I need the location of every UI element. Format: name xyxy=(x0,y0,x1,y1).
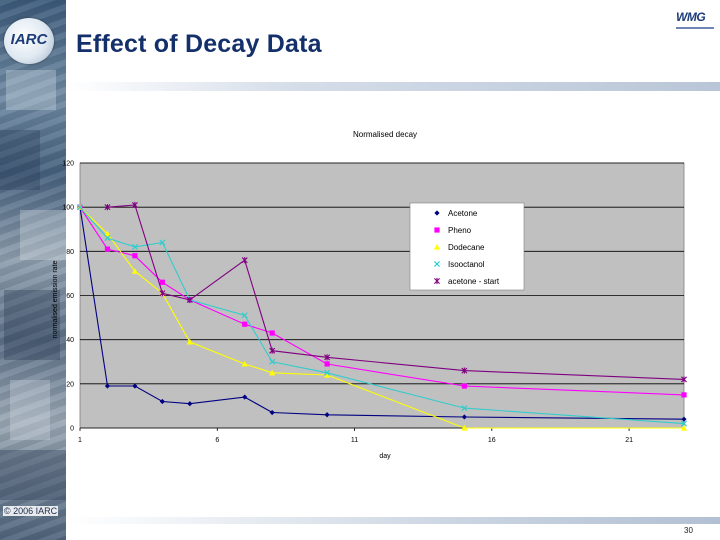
background-photo-strip xyxy=(0,0,66,540)
y-tick-label: 120 xyxy=(62,161,74,168)
data-point xyxy=(104,246,111,252)
series-line xyxy=(79,206,684,429)
y-tick-label: 20 xyxy=(66,381,74,388)
data-point xyxy=(269,409,275,416)
slide-title: Effect of Decay Data xyxy=(76,30,322,58)
y-axis-label: normalised emission rate xyxy=(52,260,59,338)
data-point xyxy=(104,235,111,242)
data-point xyxy=(186,296,193,304)
footer-divider xyxy=(66,517,720,524)
header-divider xyxy=(66,82,720,91)
data-point xyxy=(132,383,138,389)
data-point xyxy=(159,239,166,246)
iarc-logo-text: IARC xyxy=(10,31,48,48)
data-point xyxy=(132,253,138,259)
legend-label: Isooctanol xyxy=(448,260,485,269)
data-point xyxy=(680,424,688,431)
data-point xyxy=(461,405,468,412)
legend-box xyxy=(409,202,525,291)
data-point xyxy=(187,401,193,407)
data-point xyxy=(159,279,165,285)
data-point xyxy=(104,204,111,211)
data-point xyxy=(104,230,111,237)
data-point xyxy=(461,383,467,389)
x-axis-label: day xyxy=(379,453,391,460)
legend-label: acetone - start xyxy=(448,277,500,286)
data-point xyxy=(76,204,84,211)
legend-marker xyxy=(434,227,440,233)
data-point xyxy=(324,361,330,367)
series-acetone xyxy=(79,207,685,420)
data-point xyxy=(680,420,688,427)
data-point xyxy=(242,321,248,327)
x-tick-label: 6 xyxy=(215,437,219,444)
data-point xyxy=(242,394,248,400)
copyright-text: © 2006 IARC xyxy=(3,506,59,516)
data-point xyxy=(324,412,330,418)
data-point xyxy=(324,354,331,361)
data-point xyxy=(131,268,139,274)
y-tick-label: 100 xyxy=(62,205,74,212)
data-point xyxy=(104,383,111,389)
x-tick-label: 11 xyxy=(351,437,358,444)
data-point xyxy=(269,358,276,365)
data-point xyxy=(681,416,687,422)
y-tick-label: 60 xyxy=(66,293,74,300)
legend-marker xyxy=(433,260,441,268)
chart-title: Normalised decay xyxy=(353,130,417,139)
iarc-logo: IARC xyxy=(4,18,54,64)
wmg-logo-text: WMG xyxy=(676,10,706,24)
data-point xyxy=(241,360,248,367)
y-tick-label: 0 xyxy=(70,426,74,433)
series-line xyxy=(79,207,685,420)
data-point xyxy=(269,330,275,336)
wmg-logo: WMG xyxy=(676,8,720,30)
legend-marker xyxy=(434,277,440,285)
page-number: 30 xyxy=(684,526,693,535)
x-tick-label: 1 xyxy=(78,437,82,444)
series-isooctanol xyxy=(79,206,685,425)
data-point xyxy=(131,243,138,250)
legend-label: Dodecane xyxy=(448,243,485,252)
data-point xyxy=(323,371,331,378)
x-tick-label: 16 xyxy=(488,437,496,444)
data-point xyxy=(186,338,193,345)
data-point xyxy=(461,367,468,374)
data-point xyxy=(681,376,687,383)
data-point xyxy=(159,398,165,405)
legend-label: Acetone xyxy=(448,209,478,218)
data-point xyxy=(324,369,331,376)
data-point xyxy=(241,257,248,264)
data-point xyxy=(131,201,138,209)
data-point xyxy=(681,392,687,398)
data-point xyxy=(461,414,467,420)
legend-marker xyxy=(434,210,440,216)
legend-label: Pheno xyxy=(448,226,472,235)
y-tick-label: 80 xyxy=(66,249,74,256)
y-tick-label: 40 xyxy=(66,337,74,344)
data-point xyxy=(461,424,468,431)
series-line xyxy=(79,206,685,425)
data-point xyxy=(269,369,276,376)
legend-marker xyxy=(433,243,441,250)
x-tick-label: 21 xyxy=(625,437,633,444)
data-point xyxy=(269,347,276,354)
series-dodecane xyxy=(79,206,684,429)
data-point xyxy=(159,290,166,297)
data-point xyxy=(241,312,248,319)
